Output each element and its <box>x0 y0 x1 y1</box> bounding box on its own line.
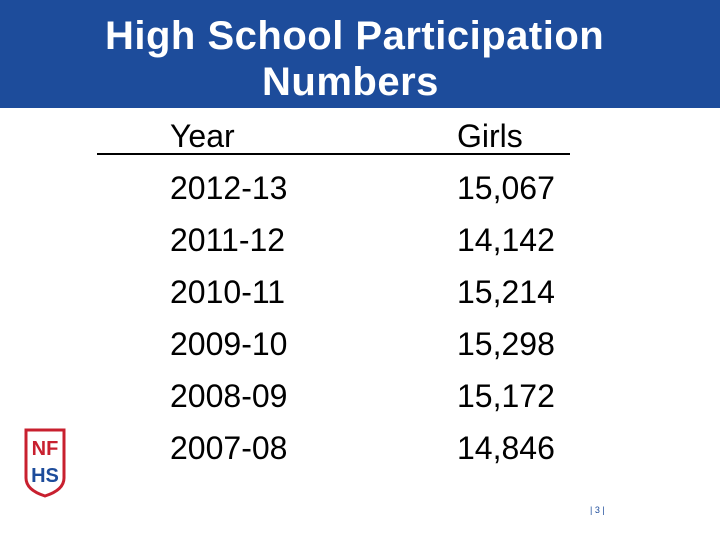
logo-text: NF <box>32 438 59 460</box>
title-line: Numbers <box>262 60 439 104</box>
year-cell: 2008-09 <box>170 378 288 414</box>
logo-text: HS <box>31 465 59 487</box>
girls-cell: 15,298 <box>457 326 555 362</box>
girls-cell: 15,214 <box>457 274 555 310</box>
girls-cell: 14,142 <box>457 222 555 258</box>
year-cell: 2009-10 <box>170 326 288 362</box>
girls-cell: 15,172 <box>457 378 555 414</box>
year-cell: 2012-13 <box>170 170 288 206</box>
header-underline <box>97 153 570 155</box>
year-cell: 2011-12 <box>170 222 286 258</box>
girls-cell: 15,067 <box>457 170 555 206</box>
column-header: Year <box>170 118 235 154</box>
column-header: Girls <box>457 118 523 154</box>
title-line: High School Participation <box>105 14 605 58</box>
header-band <box>0 0 720 108</box>
year-cell: 2010-11 <box>170 274 286 310</box>
logo: NF HS <box>24 428 66 498</box>
logo-shield <box>24 428 66 498</box>
girls-cell: 14,846 <box>457 430 555 466</box>
year-cell: 2007-08 <box>170 430 288 466</box>
page-number: | 3 | <box>590 505 605 515</box>
